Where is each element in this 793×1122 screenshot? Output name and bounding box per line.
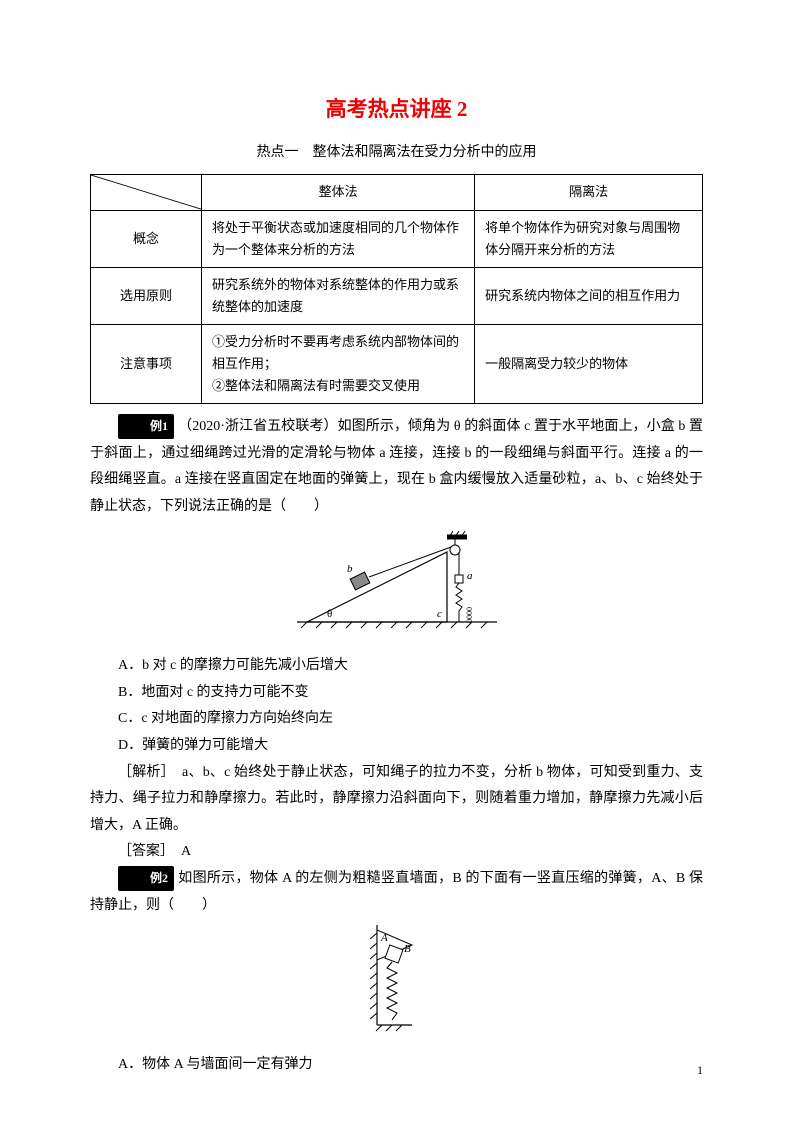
option-d: D．弹簧的弹力可能增大 <box>90 733 703 760</box>
row-header: 注意事项 <box>91 324 202 403</box>
table-cell: 一般隔离受力较少的物体 <box>475 324 703 403</box>
page-title: 高考热点讲座 2 <box>90 90 703 130</box>
svg-text:0000: 0000 <box>464 607 473 623</box>
example-2-body: 如图所示，物体 A 的左侧为粗糙竖直墙面，B 的下面有一竖直压缩的弹簧，A、B … <box>90 871 703 913</box>
table-corner <box>91 175 202 210</box>
col-header-1: 整体法 <box>202 175 475 210</box>
example-badge: 例1 <box>118 414 174 439</box>
svg-text:c: c <box>437 608 442 620</box>
table-cell: 将处于平衡状态或加速度相同的几个物体作为一个整体来分析的方法 <box>202 210 475 267</box>
option-b: B．地面对 c 的支持力可能不变 <box>90 680 703 707</box>
answer-text: ［答案］ A <box>90 839 703 866</box>
table-cell: 将单个物体作为研究对象与周围物体分隔开来分析的方法 <box>475 210 703 267</box>
hatching-icon <box>301 622 487 628</box>
page-number: 1 <box>697 1059 703 1082</box>
figure-2: A B <box>90 925 703 1046</box>
wall-hatching-icon <box>370 933 377 1019</box>
svg-text:A: A <box>380 932 388 944</box>
section-subtitle: 热点一 整体法和隔离法在受力分析中的应用 <box>90 140 703 167</box>
table-cell: ①受力分析时不要再考虑系统内部物体间的相互作用； ②整体法和隔离法有时需要交叉使… <box>202 324 475 403</box>
example-1-body: （2020·浙江省五校联考）如图所示，倾角为 θ 的斜面体 c 置于水平地面上，… <box>90 419 703 514</box>
comparison-table: 整体法 隔离法 概念 将处于平衡状态或加速度相同的几个物体作为一个整体来分析的方… <box>90 174 703 404</box>
option-c: C．c 对地面的摩擦力方向始终向左 <box>90 706 703 733</box>
col-header-2: 隔离法 <box>475 175 703 210</box>
svg-text:θ: θ <box>327 608 332 620</box>
example-1-text: 例1（2020·浙江省五校联考）如图所示，倾角为 θ 的斜面体 c 置于水平地面… <box>90 414 703 520</box>
svg-text:B: B <box>404 943 411 955</box>
table-cell: 研究系统内物体之间的相互作用力 <box>475 267 703 324</box>
option-a: A．b 对 c 的摩擦力可能先减小后增大 <box>90 653 703 680</box>
figure-1: θ b a c 0000 <box>90 527 703 648</box>
example-badge: 例2 <box>118 866 174 891</box>
table-cell: 研究系统外的物体对系统整体的作用力或系统整体的加速度 <box>202 267 475 324</box>
svg-text:b: b <box>347 563 353 575</box>
example-2-text: 例2如图所示，物体 A 的左侧为粗糙竖直墙面，B 的下面有一竖直压缩的弹簧，A、… <box>90 866 703 919</box>
option-a: A．物体 A 与墙面间一定有弹力 <box>90 1052 703 1079</box>
row-header: 选用原则 <box>91 267 202 324</box>
row-header: 概念 <box>91 210 202 267</box>
svg-text:a: a <box>467 570 473 582</box>
solution-text: ［解析］ a、b、c 始终处于静止状态，可知绳子的拉力不变，分析 b 物体，可知… <box>90 760 703 840</box>
